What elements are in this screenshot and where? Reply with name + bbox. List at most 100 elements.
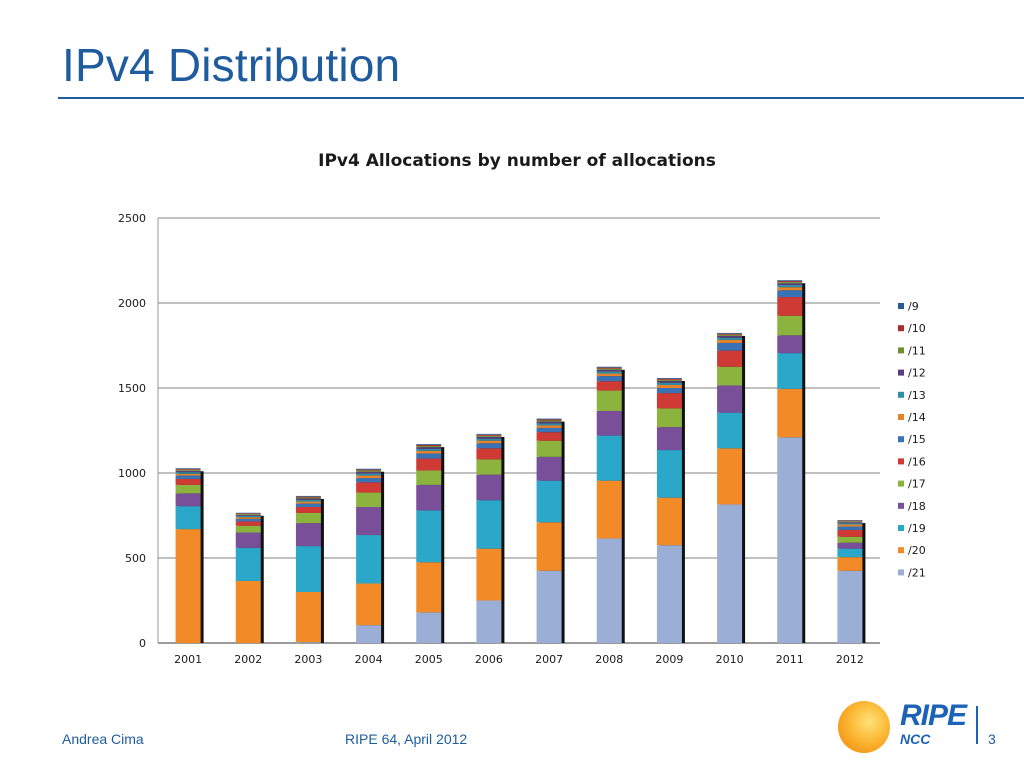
bar-segment — [235, 512, 261, 514]
bar-segment — [777, 280, 803, 282]
page-number: 3 — [988, 731, 996, 747]
bar-segment — [777, 315, 803, 336]
x-tick-label: 2003 — [294, 653, 322, 666]
x-tick-label: 2004 — [355, 653, 383, 666]
x-axis: 2001 2002 2003 2004 2005 2006 2007 2008 2009 2010… — [174, 653, 864, 666]
bar-segment — [356, 469, 382, 471]
bar-segment — [416, 445, 442, 448]
legend-swatch — [898, 547, 904, 554]
bar-segment — [777, 283, 803, 285]
bar-segment — [656, 388, 682, 394]
legend-label: /10 — [908, 322, 926, 335]
sun-icon — [838, 701, 890, 753]
bar-segment — [596, 369, 622, 372]
legend-swatch — [898, 436, 904, 443]
bar-segment — [656, 379, 682, 382]
bar-segment — [416, 484, 442, 511]
legend-swatch — [898, 369, 904, 376]
y-axis: 0 500 1000 1500 2000 2500 — [118, 212, 146, 650]
bar-segment — [717, 333, 743, 335]
bar-segment — [837, 570, 863, 643]
legend-label: /19 — [908, 522, 926, 535]
legend-label: /14 — [908, 411, 926, 424]
bar-segment — [777, 282, 803, 284]
bar-segment — [656, 393, 682, 409]
bar-segment — [356, 478, 382, 483]
bar-segment — [717, 334, 743, 336]
bar-segment — [596, 373, 622, 377]
bar-segment — [596, 376, 622, 382]
bar-segment — [476, 440, 502, 444]
legend-swatch — [898, 569, 904, 576]
bar-segment — [476, 438, 502, 441]
bar-segment — [175, 469, 201, 471]
bar-segment — [235, 521, 261, 526]
bar-segment — [476, 548, 502, 601]
bar-segment — [717, 412, 743, 449]
bar-segment — [416, 510, 442, 563]
legend-label: /13 — [908, 389, 926, 402]
bar-segment — [837, 557, 863, 571]
bar-segment — [295, 523, 321, 547]
bar-segment — [356, 468, 382, 470]
x-tick-label: 2012 — [836, 653, 864, 666]
bar-segment — [235, 513, 261, 514]
bar-segment — [416, 450, 442, 454]
bar-segment — [596, 371, 622, 374]
legend-swatch — [898, 325, 904, 332]
y-tick-label: 1000 — [118, 467, 146, 480]
bar-segment — [295, 499, 321, 502]
title-divider — [58, 97, 1024, 99]
legend-swatch — [898, 480, 904, 487]
legend-label: /16 — [908, 455, 926, 468]
bar-segment — [536, 480, 562, 523]
bar-segment — [656, 378, 682, 380]
bar-segment — [536, 425, 562, 428]
bar-segment — [536, 432, 562, 441]
bar-segment — [837, 529, 863, 537]
x-tick-label: 2001 — [174, 653, 202, 666]
bar-segment — [596, 410, 622, 436]
bar-segment — [536, 570, 562, 643]
bar-segment — [476, 435, 502, 437]
x-tick-label: 2002 — [234, 653, 262, 666]
y-tick-label: 500 — [125, 552, 146, 565]
bar-segment — [777, 437, 803, 643]
bar-segment — [717, 337, 743, 340]
bar-segment — [717, 335, 743, 338]
bar-segment — [416, 448, 442, 451]
legend-swatch — [898, 414, 904, 420]
bar-segment — [175, 529, 201, 643]
bar-segment — [596, 480, 622, 539]
bar-segment — [416, 453, 442, 459]
bar-segment — [476, 433, 502, 435]
bars — [175, 280, 866, 643]
y-tick-label: 2500 — [118, 212, 146, 225]
bar-segment — [235, 532, 261, 548]
bar-segment — [175, 493, 201, 507]
bar-segment — [356, 482, 382, 493]
legend-label: /15 — [908, 433, 926, 446]
x-tick-label: 2007 — [535, 653, 563, 666]
legend: /9/10/11/12/13/14/15/16/17/18/19/20/21 — [898, 300, 926, 579]
legend-label: /17 — [908, 478, 926, 491]
bar-segment — [476, 443, 502, 449]
bar-segment — [717, 332, 743, 334]
bar-segment — [235, 580, 261, 643]
bar-segment — [416, 444, 442, 445]
bar-segment — [175, 506, 201, 530]
bar-segment — [536, 420, 562, 422]
bar-segment — [596, 367, 622, 369]
bar-segment — [416, 458, 442, 471]
bar-segment — [536, 522, 562, 571]
bar-segment — [717, 504, 743, 643]
bar-segment — [175, 472, 201, 474]
bar-segment — [656, 545, 682, 643]
bar-segment — [536, 440, 562, 457]
bar-segment — [175, 473, 201, 476]
x-tick-label: 2006 — [475, 653, 503, 666]
bar-segment — [295, 642, 321, 643]
legend-label: /21 — [908, 566, 926, 579]
bar-segment — [596, 381, 622, 391]
